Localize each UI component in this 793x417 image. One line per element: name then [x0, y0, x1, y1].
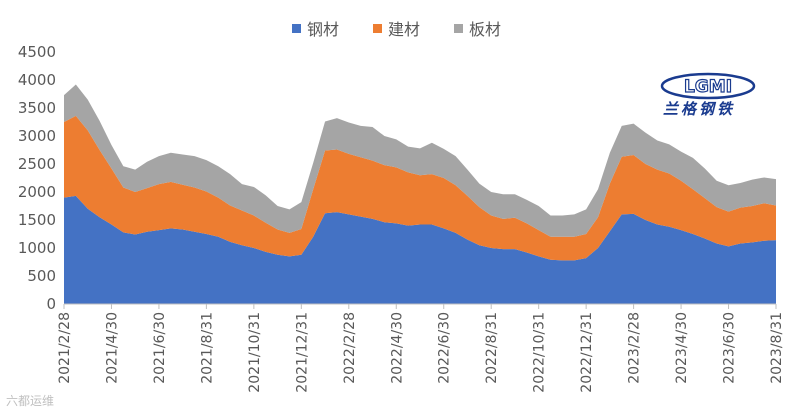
y-tick-label: 4000: [18, 71, 56, 89]
lgmi-logo: LGMI: [660, 72, 756, 100]
area-series-3: [64, 84, 776, 237]
y-tick-label: 1500: [18, 211, 56, 229]
y-tick-label: 3000: [18, 127, 56, 145]
legend-swatch-plate: [454, 23, 463, 33]
watermark: 六都运维: [6, 394, 55, 408]
x-tick-label: 2023/4/30: [674, 312, 690, 384]
x-tick-label: 2022/8/31: [484, 312, 500, 384]
y-tick-label: 3500: [18, 99, 56, 117]
area-series-1: [64, 195, 776, 304]
logo-ring: [660, 72, 756, 100]
y-tick-label: 1000: [18, 239, 56, 257]
legend-item-plate: 板材: [454, 16, 501, 40]
area-series: [64, 84, 776, 304]
x-axis: 2021/2/28 2021/4/30 2021/6/30 2021/8/31 2021…: [57, 303, 785, 393]
legend-swatch-construction: [372, 23, 382, 33]
legend: 钢材 建材 板材: [0, 16, 793, 40]
x-tick-label: 2021/10/31: [247, 312, 263, 393]
x-tick-label: 2021/6/30: [152, 312, 168, 384]
y-tick-label: 500: [27, 267, 56, 285]
x-tick-label: 2022/12/31: [579, 312, 595, 393]
y-tick-label: 0: [46, 295, 56, 313]
legend-label-steel: 钢材: [306, 20, 339, 39]
legend-item-construction: 建材: [372, 16, 420, 40]
legend-item-steel: 钢材: [291, 16, 339, 40]
legend-label-construction: 建材: [387, 20, 420, 39]
x-tick-label: 2021/8/31: [199, 312, 215, 384]
x-tick-label: 2023/8/31: [769, 312, 785, 384]
logo-brand: LGMI: [684, 77, 732, 97]
x-tick-label: 2022/4/30: [389, 312, 405, 384]
logo-caption: 兰格钢铁: [663, 100, 736, 118]
y-tick-label: 2500: [18, 155, 56, 173]
x-tick-label: 2022/6/30: [437, 312, 453, 384]
legend-swatch-steel: [291, 23, 301, 33]
x-tick-label: 2021/2/28: [57, 312, 73, 384]
y-tick-label: 2000: [18, 183, 56, 201]
y-tick-label: 4500: [18, 43, 56, 61]
y-axis: 0 500 1000 1500 2000 2500 3000 3500 4000 4500: [18, 43, 56, 313]
x-tick-label: 2023/6/30: [722, 312, 738, 384]
x-tick-label: 2021/4/30: [104, 312, 120, 384]
x-tick-label: 2022/10/31: [532, 312, 548, 393]
x-tick-label: 2021/12/31: [294, 312, 310, 393]
x-tick-label: 2022/2/28: [342, 312, 358, 384]
x-tick-label: 2023/2/28: [627, 312, 643, 384]
legend-label-plate: 板材: [469, 20, 502, 39]
area-series-2: [64, 115, 776, 261]
